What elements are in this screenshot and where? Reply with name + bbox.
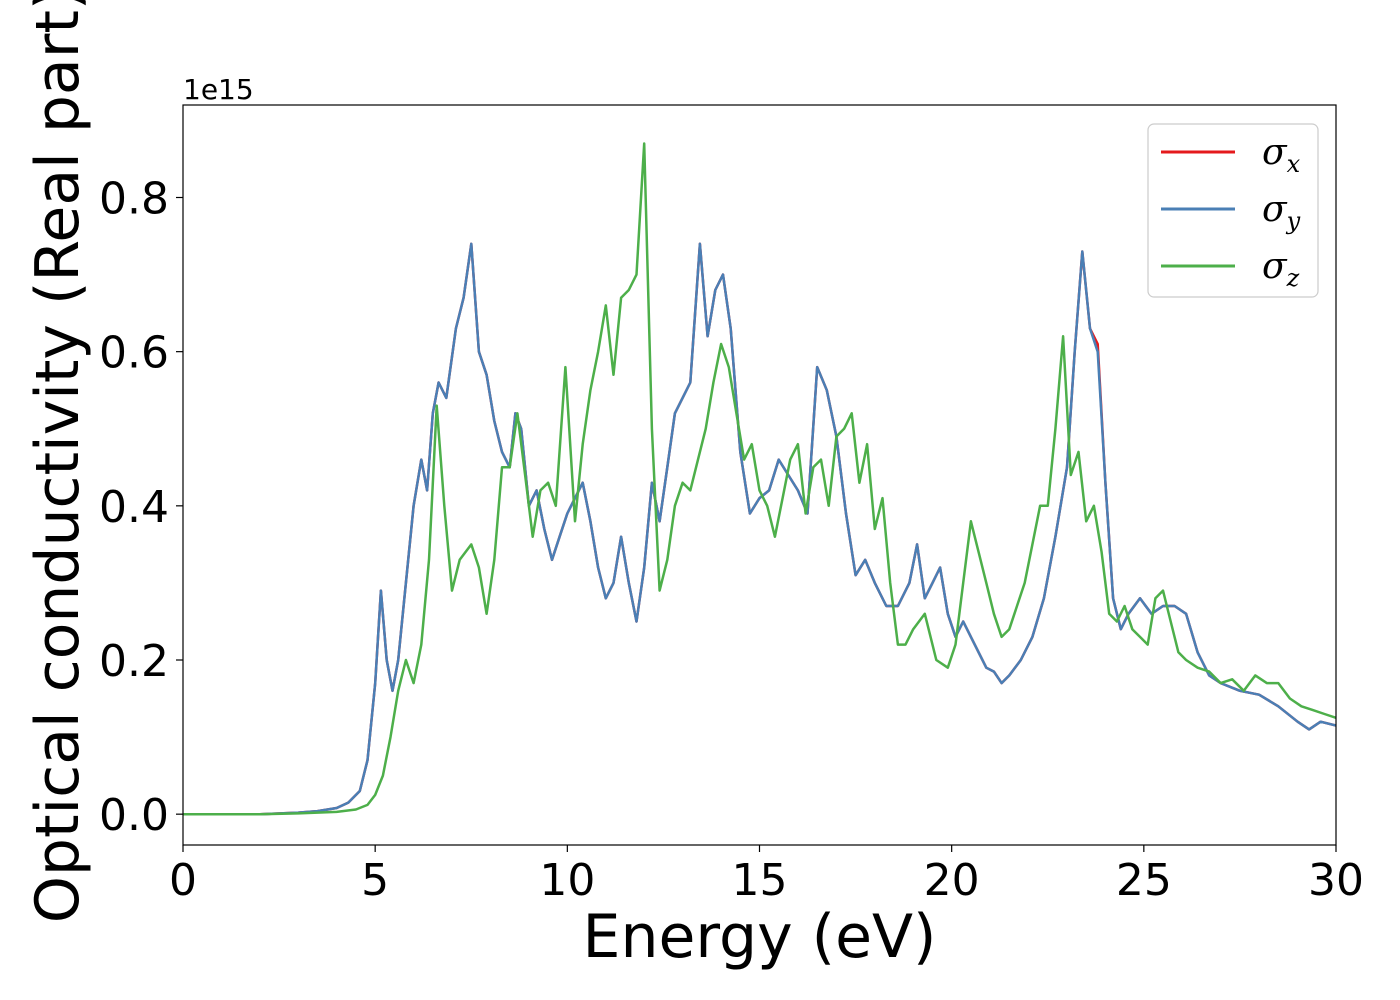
y-axis-label: Optical conductivity (Real part) xyxy=(23,0,93,923)
x-tick-label: 0 xyxy=(169,855,197,906)
x-axis-label: Energy (eV) xyxy=(583,902,937,972)
x-tick-label: 20 xyxy=(924,855,980,906)
x-tick-label: 5 xyxy=(361,855,389,906)
y-tick-label: 0.6 xyxy=(99,328,169,379)
y-offset-label: 1e15 xyxy=(183,73,254,106)
series-line-x xyxy=(183,242,1336,816)
y-tick-label: 0.2 xyxy=(99,636,169,687)
y-tick-label: 0.8 xyxy=(99,174,169,225)
series-layer xyxy=(183,142,1336,816)
legend-label-x: σx xyxy=(1262,132,1301,178)
y-tick-label: 0.0 xyxy=(99,790,169,841)
y-tick-label: 0.4 xyxy=(99,482,169,533)
x-axis: 0 5 10 15 20 25 30 xyxy=(169,845,1364,906)
x-tick-label: 30 xyxy=(1308,855,1364,906)
y-axis: 0.0 0.2 0.4 0.6 0.8 xyxy=(99,174,183,841)
legend-label-z: σz xyxy=(1262,246,1300,292)
legend: σx σy σz xyxy=(1147,123,1319,298)
x-tick-label: 15 xyxy=(732,855,788,906)
series-line-y xyxy=(183,242,1336,816)
x-tick-label: 10 xyxy=(539,855,595,906)
series-line-z xyxy=(183,142,1336,816)
legend-label-y: σy xyxy=(1262,189,1301,235)
x-tick-label: 25 xyxy=(1116,855,1172,906)
